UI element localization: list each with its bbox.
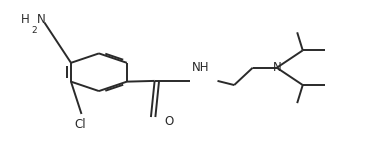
Text: H: H [21,13,30,26]
Text: N: N [272,61,281,74]
Text: NH: NH [192,61,209,74]
Text: 2: 2 [32,26,37,35]
Text: O: O [165,115,174,128]
Text: N: N [37,13,45,26]
Text: Cl: Cl [74,118,86,131]
